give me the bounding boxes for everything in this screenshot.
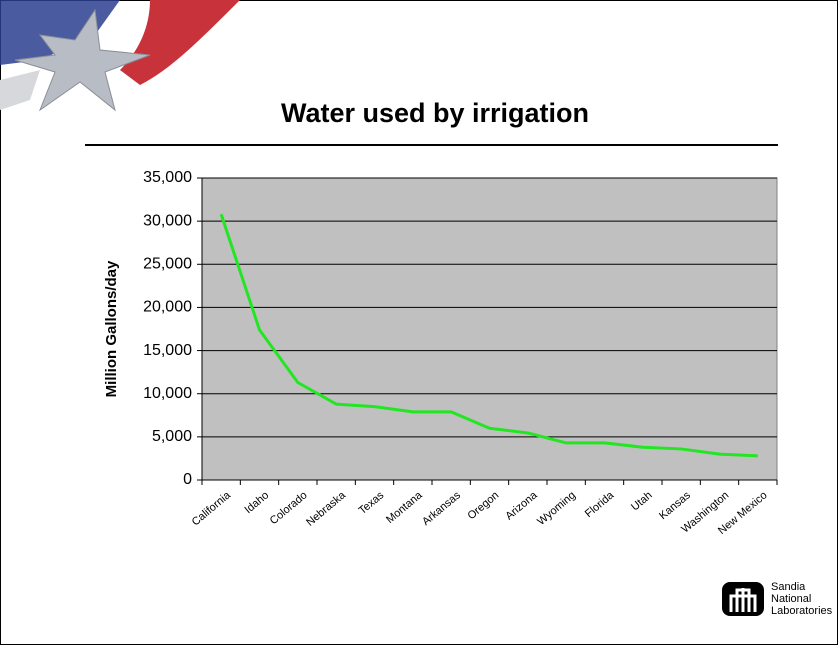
- chart-title: Water used by irrigation: [281, 98, 589, 128]
- logo-text: Sandia: [771, 581, 806, 593]
- y-tick-label: 0: [183, 471, 192, 488]
- y-tick-label: 10,000: [143, 385, 192, 402]
- y-tick-label: 20,000: [143, 299, 192, 316]
- page: Water used by irrigation Million Gallons…: [0, 0, 838, 645]
- y-tick-label: 5,000: [152, 428, 192, 445]
- plot-area: [202, 178, 777, 480]
- y-tick-label: 35,000: [143, 169, 192, 186]
- y-tick-label: 30,000: [143, 212, 192, 229]
- y-axis-label: Million Gallons/day: [103, 260, 120, 397]
- logo-text: National: [771, 593, 811, 605]
- slide: Water used by irrigation Million Gallons…: [0, 0, 838, 645]
- logo-text: Laboratories: [771, 605, 833, 617]
- y-tick-label: 15,000: [143, 342, 192, 359]
- y-tick-label: 25,000: [143, 256, 192, 273]
